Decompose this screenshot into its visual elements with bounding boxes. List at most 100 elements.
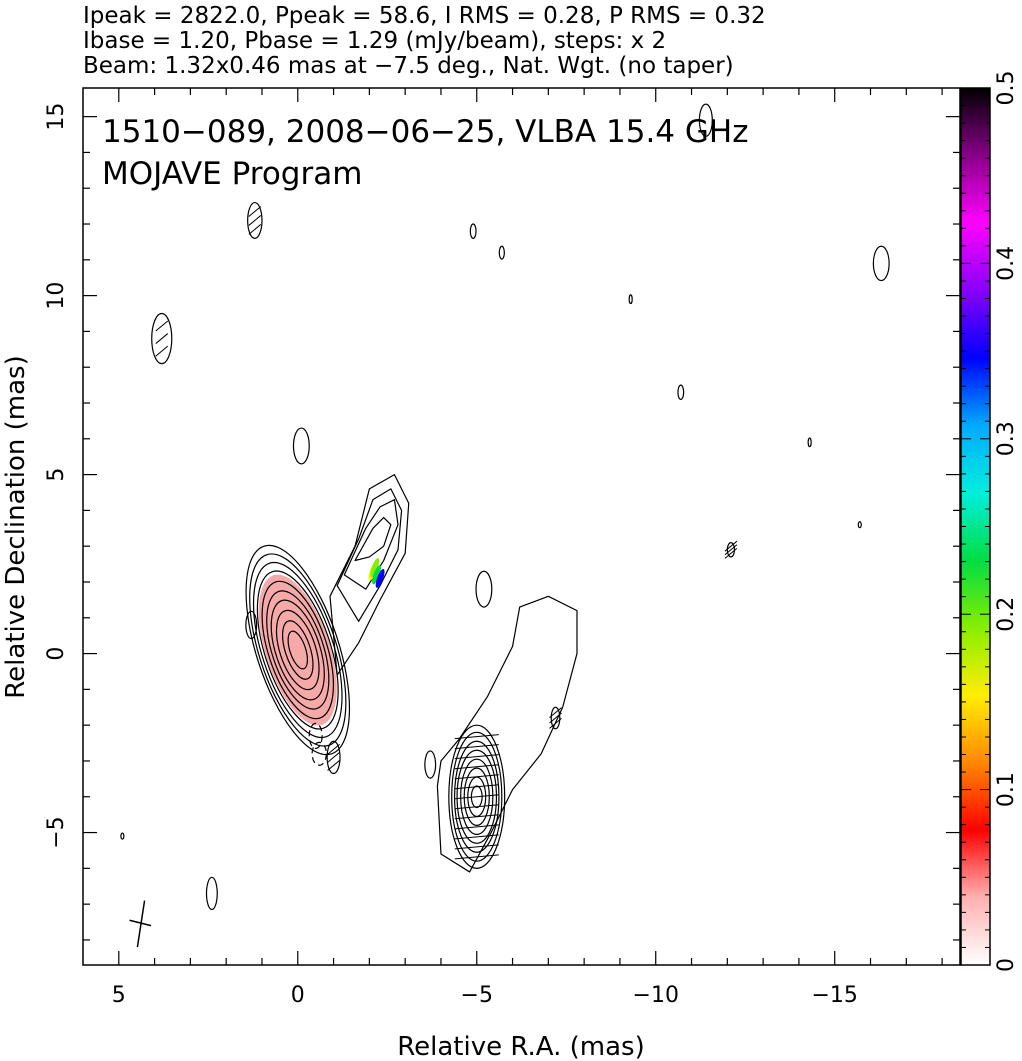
plot-area bbox=[82, 87, 961, 966]
core-contour bbox=[245, 544, 351, 756]
y-tick-label: 15 bbox=[44, 103, 69, 131]
x-tick-label: −5 bbox=[461, 983, 493, 1008]
polarization-spot bbox=[375, 568, 385, 588]
chart-title: 1510−089, 2008−06−25, VLBA 15.4 GHz bbox=[102, 114, 748, 150]
plot-axes bbox=[83, 88, 960, 965]
x-tick-label: 0 bbox=[291, 983, 305, 1008]
x-tick-label: −10 bbox=[633, 983, 679, 1008]
polarization-vector bbox=[454, 784, 499, 790]
contour-blob bbox=[550, 706, 561, 730]
jet-contour bbox=[329, 473, 410, 676]
southern-component-contour bbox=[448, 724, 506, 869]
polarization-vector bbox=[454, 844, 499, 850]
colorbar-tick-label: 0.4 bbox=[994, 246, 1019, 281]
polarization-vector bbox=[155, 320, 169, 332]
contour-blob bbox=[245, 610, 258, 640]
polarization-vector bbox=[724, 547, 738, 559]
polarization-vector bbox=[248, 215, 262, 226]
polarization-vector bbox=[454, 814, 499, 820]
jet-contour bbox=[336, 488, 403, 622]
polarization-vector bbox=[454, 854, 499, 860]
contour-blob bbox=[807, 437, 812, 448]
polarization-spot bbox=[372, 565, 381, 585]
header-line-2: Ibase = 1.20, Pbase = 1.29 (mJy/beam), s… bbox=[83, 28, 666, 54]
core-contour bbox=[270, 599, 325, 701]
core-contour bbox=[281, 620, 314, 680]
contour-blob bbox=[247, 201, 263, 239]
contour-blob bbox=[872, 245, 890, 282]
core-component bbox=[245, 544, 351, 756]
polarization-vector bbox=[454, 764, 499, 770]
jet-contour bbox=[354, 516, 392, 562]
header-line-1: Ipeak = 2822.0, Ppeak = 58.6, I RMS = 0.… bbox=[83, 3, 766, 29]
polarization-spot bbox=[370, 558, 380, 578]
colorbar-tick-label: 0.3 bbox=[994, 421, 1019, 456]
polarization-vector bbox=[155, 345, 169, 357]
x-tick-label: 5 bbox=[112, 983, 126, 1008]
polarization-vector bbox=[454, 794, 499, 800]
polarization-vector bbox=[454, 834, 499, 840]
y-tick-label: 0 bbox=[44, 647, 69, 661]
y-tick-label: 5 bbox=[44, 468, 69, 482]
polarization-vector bbox=[724, 544, 738, 556]
contour-blob bbox=[326, 740, 341, 775]
colorbar-tick-label: 0 bbox=[994, 958, 1019, 972]
polarization-vector bbox=[327, 760, 340, 771]
contour-blob bbox=[498, 245, 505, 260]
contour-blob bbox=[475, 570, 493, 608]
contour-blob bbox=[677, 384, 685, 401]
contour-blob bbox=[151, 312, 173, 365]
colorbar-ticks: 0 0.1 0.2 0.3 0.4 0.5 bbox=[961, 71, 1019, 972]
contour-blob bbox=[424, 750, 437, 779]
colorbar: 0 0.1 0.2 0.3 0.4 0.5 bbox=[960, 71, 1019, 972]
polarization-vector bbox=[155, 333, 169, 344]
core-contour bbox=[275, 609, 320, 691]
contour-blob bbox=[120, 832, 125, 840]
y-tick-label: −5 bbox=[44, 816, 69, 848]
southern-component-contour bbox=[451, 731, 503, 862]
plot-frame bbox=[82, 87, 961, 966]
polarization-vector bbox=[248, 224, 262, 235]
polarization-vector bbox=[327, 751, 340, 763]
beam-minor-axis bbox=[129, 919, 152, 927]
southern-component-contour bbox=[456, 749, 498, 844]
polarization-vector bbox=[724, 540, 738, 552]
core-contour bbox=[256, 570, 339, 730]
southern-component-contour bbox=[460, 758, 494, 835]
x-axis-label: Relative R.A. (mas) bbox=[397, 1032, 644, 1061]
contour-blob bbox=[205, 876, 218, 911]
colorbar-tick-label: 0.1 bbox=[994, 772, 1019, 807]
southern-envelope-contour bbox=[436, 595, 578, 873]
contour-blob bbox=[698, 103, 713, 137]
core-contour bbox=[252, 561, 343, 739]
polarization-vector bbox=[327, 743, 340, 755]
y-tick-label: 10 bbox=[44, 282, 69, 310]
polarization-vector bbox=[549, 717, 562, 729]
core-contour bbox=[287, 630, 309, 670]
polarization-vector bbox=[549, 712, 562, 724]
contour-blob bbox=[308, 722, 323, 750]
core-contour bbox=[261, 580, 334, 720]
polarization-vector bbox=[454, 774, 499, 780]
polarization-vector bbox=[454, 744, 499, 750]
polarization-vector bbox=[454, 754, 499, 760]
polarization-vector bbox=[549, 707, 562, 719]
x-tick-label: −15 bbox=[811, 983, 857, 1008]
contour-blob bbox=[469, 223, 477, 239]
southern-component-contour bbox=[453, 740, 500, 853]
contour-blob bbox=[311, 741, 328, 766]
contour-map bbox=[120, 103, 890, 948]
chart-subtitle: MOJAVE Program bbox=[102, 156, 362, 192]
colorbar-tick-label: 0.2 bbox=[994, 597, 1019, 632]
contour-blob bbox=[628, 294, 633, 305]
polarization-vector bbox=[454, 824, 499, 830]
y-axis-label: Relative Declination (mas) bbox=[1, 355, 31, 698]
contour-blob bbox=[857, 521, 862, 529]
core-contour bbox=[266, 590, 330, 710]
contour-blob bbox=[292, 427, 310, 465]
polarization-vector bbox=[248, 206, 262, 217]
jet-contour bbox=[343, 499, 399, 590]
polarization-vector bbox=[454, 804, 499, 810]
header-line-3: Beam: 1.32x0.46 mas at −7.5 deg., Nat. W… bbox=[83, 53, 734, 79]
